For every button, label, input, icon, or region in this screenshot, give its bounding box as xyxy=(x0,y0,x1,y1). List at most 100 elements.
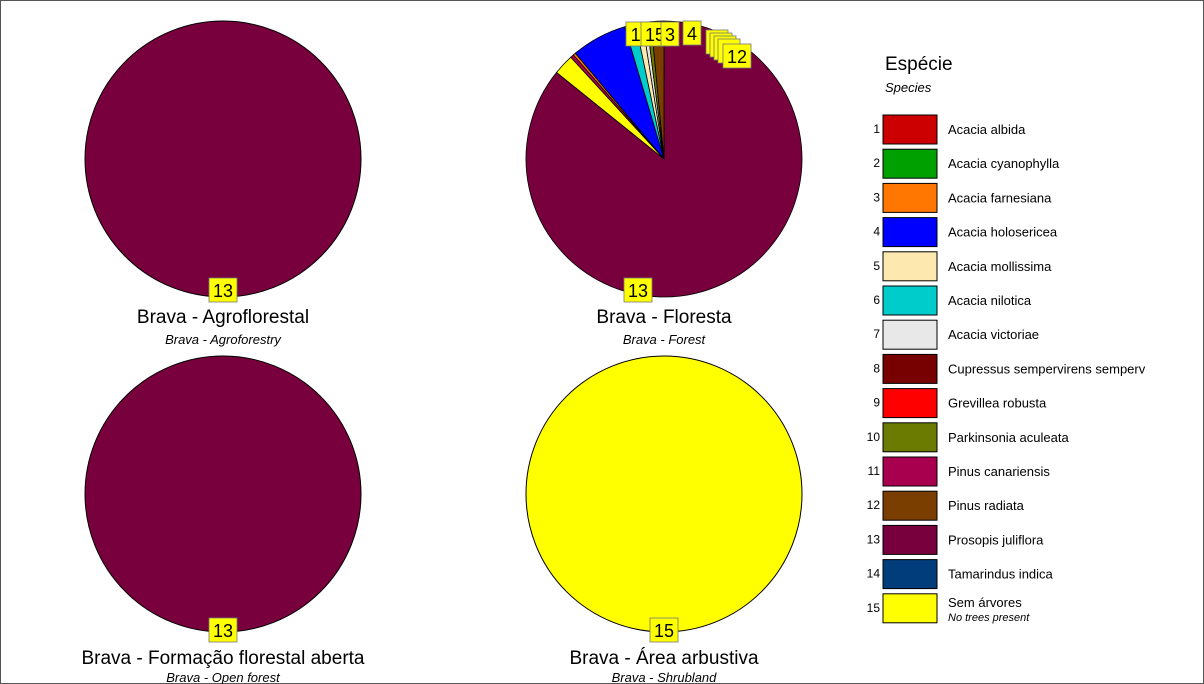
pie-panel-agroflorestal: Brava - Agroflorestal Brava - Agroforest… xyxy=(84,20,362,347)
pie-panel-area-arbustiva: Brava - Área arbustiva Brava - Shrubland… xyxy=(525,355,803,684)
pie-data-labels: 13 xyxy=(208,277,238,303)
legend-code: 6 xyxy=(873,293,880,307)
legend-subtitle: Species xyxy=(885,80,932,95)
legend-swatch xyxy=(882,490,938,521)
legend-label: Tamarindus indica xyxy=(948,567,1054,582)
legend-code: 12 xyxy=(867,498,881,512)
legend-label: Prosopis juliflora xyxy=(948,532,1044,547)
legend-label: Acacia cyanophylla xyxy=(948,156,1060,171)
legend-swatch xyxy=(882,217,938,248)
pie-title: Brava - Formação florestal aberta xyxy=(81,648,364,669)
pie-data-label-12: 12 xyxy=(722,43,752,69)
legend-swatch xyxy=(882,388,938,419)
legend-item-10: 10 Parkinsonia aculeata xyxy=(867,422,1069,453)
legend-label: Acacia mollissima xyxy=(948,259,1052,274)
legend-code: 10 xyxy=(867,430,881,444)
legend-item-14: 14 Tamarindus indica xyxy=(867,559,1054,590)
pie-title: Brava - Área arbustiva xyxy=(569,648,758,669)
legend-swatch xyxy=(882,251,938,282)
legend-item-3: 3 Acacia farnesiana xyxy=(873,182,1052,213)
legend-label: Acacia holosericea xyxy=(948,225,1058,240)
legend-label: Pinus canariensis xyxy=(948,464,1050,479)
pie-data-label-13: 13 xyxy=(208,617,238,643)
pie-data-label-text: 13 xyxy=(628,281,648,301)
pie-subtitle: Brava - Open forest xyxy=(166,670,281,684)
legend-swatch xyxy=(882,524,938,555)
legend-item-9: 9 Grevillea robusta xyxy=(873,388,1047,419)
legend-swatch xyxy=(882,319,938,350)
legend-label: Pinus radiata xyxy=(948,498,1025,513)
pie-data-label-13: 13 xyxy=(208,277,238,303)
legend-code: 2 xyxy=(873,156,880,170)
legend-item-1: 1 Acacia albida xyxy=(873,114,1026,145)
pie-data-label-4: 4 xyxy=(682,20,702,46)
legend-item-11: 11 Pinus canariensis xyxy=(868,456,1050,487)
legend-item-2: 2 Acacia cyanophylla xyxy=(873,148,1060,179)
legend-swatch xyxy=(882,285,938,316)
legend-note: No trees present xyxy=(948,612,1030,624)
legend-label: Acacia albida xyxy=(948,122,1026,137)
legend-code: 14 xyxy=(867,567,881,581)
pie-data-label-text: 4 xyxy=(687,24,697,44)
legend-item-6: 6 Acacia nilotica xyxy=(873,285,1032,316)
legend-item-8: 8 Cupressus sempervirens semperv xyxy=(873,353,1146,384)
legend-code: 3 xyxy=(873,190,880,204)
legend-item-13: 13 Prosopis juliflora xyxy=(867,524,1044,555)
legend-label: Acacia victoriae xyxy=(948,327,1039,342)
pie-data-label-15: 15 xyxy=(649,617,679,643)
pie-slice-13 xyxy=(84,20,362,298)
pie-subtitle: Brava - Forest xyxy=(623,332,707,347)
species-legend: Espécie Species 1 Acacia albida 2 Acacia cy… xyxy=(867,54,1146,624)
legend-code: 11 xyxy=(868,464,881,478)
legend-swatch xyxy=(882,559,938,590)
legend-swatch xyxy=(882,182,938,213)
legend-item-15: 15 Sem árvores No trees present xyxy=(867,593,1030,624)
legend-item-5: 5 Acacia mollissima xyxy=(873,251,1052,282)
legend-code: 9 xyxy=(873,396,880,410)
legend-label: Parkinsonia aculeata xyxy=(948,430,1069,445)
pie-title: Brava - Agroflorestal xyxy=(137,307,309,328)
legend-code: 5 xyxy=(873,259,880,273)
legend-label: Sem árvores xyxy=(948,595,1022,610)
legend-swatch xyxy=(882,148,938,179)
legend-label: Acacia farnesiana xyxy=(948,190,1052,205)
pie-data-label-text: 13 xyxy=(213,621,233,641)
pie-slices xyxy=(84,20,362,298)
pie-panel-formacao-florestal-aberta: Brava - Formação florestal aberta Brava … xyxy=(81,355,365,684)
pie-slices xyxy=(84,355,362,633)
legend-code: 1 xyxy=(873,122,880,136)
pie-data-label-3: 3 xyxy=(660,21,680,47)
legend-code: 15 xyxy=(867,601,881,615)
legend-item-12: 12 Pinus radiata xyxy=(867,490,1025,521)
legend-swatch xyxy=(882,456,938,487)
legend-swatch xyxy=(882,422,938,453)
pie-data-label-text: 15 xyxy=(645,25,665,45)
legend-label: Acacia nilotica xyxy=(948,293,1032,308)
legend-swatch xyxy=(882,114,938,145)
pie-title: Brava - Floresta xyxy=(596,307,732,328)
legend-item-4: 4 Acacia holosericea xyxy=(873,217,1058,248)
legend-code: 4 xyxy=(873,225,880,239)
pie-data-label-text: 13 xyxy=(213,281,233,301)
legend-label: Cupressus sempervirens semperv xyxy=(948,361,1146,376)
pie-slices xyxy=(525,20,803,298)
legend-swatch xyxy=(882,593,938,624)
pie-data-label-text: 3 xyxy=(665,25,675,45)
pie-data-labels: 13 xyxy=(208,617,238,643)
legend-title: Espécie xyxy=(885,54,953,75)
legend-code: 13 xyxy=(867,532,881,546)
legend-label: Grevillea robusta xyxy=(948,396,1047,411)
legend-code: 7 xyxy=(873,327,880,341)
pie-slice-15 xyxy=(525,355,803,633)
pie-data-label-text: 12 xyxy=(727,47,747,67)
legend-swatch xyxy=(882,353,938,384)
legend-item-7: 7 Acacia victoriae xyxy=(873,319,1039,350)
pie-data-labels: 15 xyxy=(649,617,679,643)
pie-subtitle: Brava - Agroforestry xyxy=(165,332,282,347)
pie-data-label-text: 15 xyxy=(654,621,674,641)
pie-slice-13 xyxy=(84,355,362,633)
pie-data-label-13: 13 xyxy=(623,277,653,303)
